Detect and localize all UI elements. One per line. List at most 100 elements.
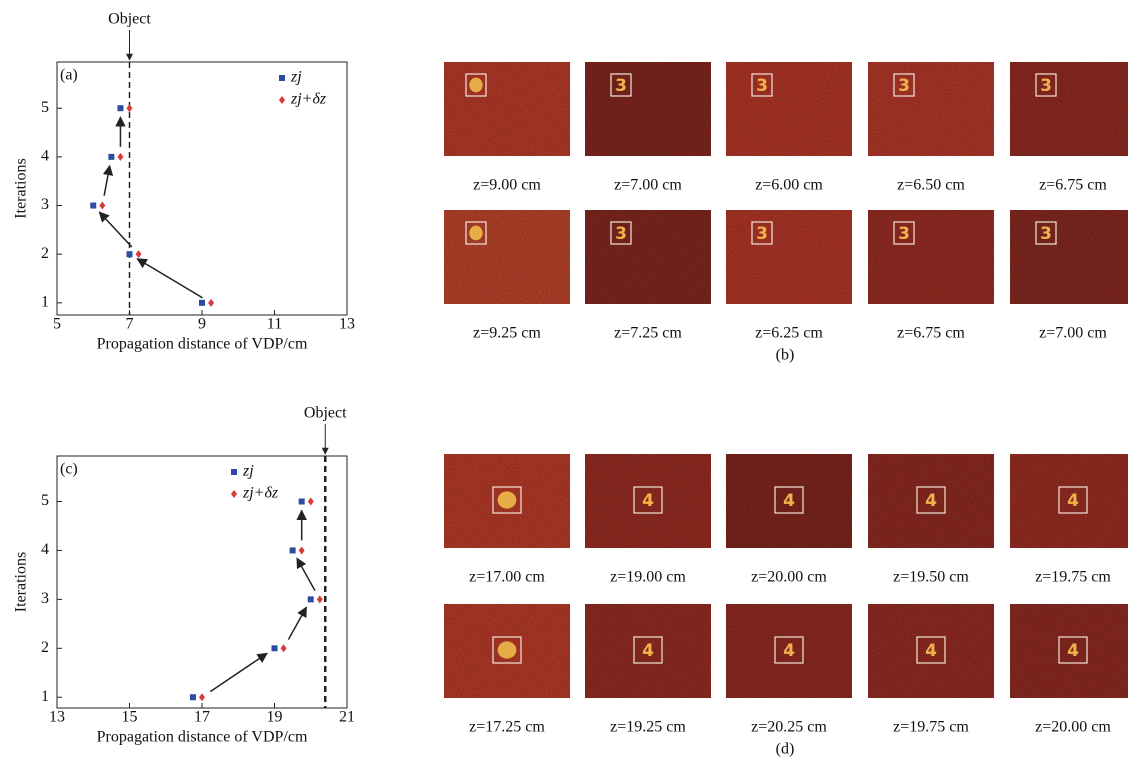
- x-tick-label: 19: [267, 709, 283, 726]
- image-grain: [585, 604, 711, 698]
- image-caption: z=17.00 cm: [469, 569, 545, 586]
- data-point: [126, 251, 133, 258]
- image-grain: [868, 454, 994, 548]
- image-blob: [469, 77, 483, 93]
- legend-label: zj+δz: [290, 91, 327, 108]
- target-box: [633, 636, 663, 664]
- data-point: [280, 644, 287, 653]
- image-caption: z=19.25 cm: [610, 719, 686, 736]
- x-tick-label: 11: [267, 316, 282, 333]
- data-point: [199, 693, 205, 702]
- image-digit: 4: [925, 491, 937, 511]
- image-digit: 4: [642, 641, 654, 661]
- target-box: [893, 73, 915, 97]
- data-point: [117, 152, 124, 161]
- image-grain: [1010, 604, 1128, 698]
- panel-label: (d): [776, 741, 795, 758]
- data-point: [90, 202, 97, 209]
- y-tick-label: 3: [41, 590, 49, 607]
- image-digit: 4: [783, 491, 795, 511]
- target-box: [751, 221, 773, 245]
- object-annotation: Object: [108, 11, 151, 28]
- image-grain: [444, 210, 570, 304]
- image-caption: z=20.00 cm: [751, 569, 827, 586]
- image-grain: [1010, 454, 1128, 548]
- image-grain: [868, 210, 994, 304]
- image-grain: [585, 62, 711, 156]
- data-point: [208, 298, 215, 307]
- image-caption: z=6.75 cm: [1039, 177, 1107, 194]
- target-box: [1058, 486, 1088, 514]
- image-digit: 4: [1067, 641, 1079, 661]
- panel-label: (b): [776, 347, 795, 364]
- image-caption: z=6.75 cm: [897, 325, 965, 342]
- image-blob: [469, 225, 483, 241]
- y-tick-label: 1: [41, 294, 49, 311]
- image-digit: 4: [642, 491, 654, 511]
- x-tick-label: 13: [339, 316, 355, 333]
- data-point: [126, 104, 133, 113]
- image-caption: z=17.25 cm: [469, 719, 545, 736]
- legend-label: zj: [290, 69, 302, 86]
- target-box: [633, 486, 663, 514]
- iteration-arrow: [287, 606, 308, 640]
- image-grain: [585, 210, 711, 304]
- image-grain: [444, 62, 570, 156]
- data-point: [99, 201, 106, 210]
- target-box: [610, 73, 632, 97]
- legend-marker: [279, 75, 285, 81]
- x-tick-label: 5: [53, 316, 61, 333]
- image-digit: 4: [1067, 491, 1079, 511]
- image-digit: 3: [898, 224, 910, 244]
- y-tick-label: 5: [41, 99, 49, 116]
- image-blob: [497, 641, 517, 659]
- target-box: [774, 636, 804, 664]
- image-caption: z=6.00 cm: [755, 177, 823, 194]
- image-grain: [726, 604, 852, 698]
- panel-label: (a): [60, 67, 78, 84]
- data-point: [108, 153, 115, 160]
- x-tick-label: 7: [126, 316, 134, 333]
- data-point: [307, 596, 314, 603]
- target-box: [1035, 73, 1057, 97]
- y-tick-label: 3: [41, 196, 49, 213]
- iteration-arrow: [296, 557, 316, 591]
- image-digit: 3: [1040, 76, 1052, 96]
- image-digit: 3: [1040, 224, 1052, 244]
- y-axis-label: Iterations: [13, 552, 30, 612]
- image-caption: z=7.00 cm: [614, 177, 682, 194]
- x-tick-label: 13: [49, 709, 65, 726]
- legend-marker: [279, 96, 285, 104]
- y-tick-label: 2: [41, 245, 49, 262]
- iteration-arrow: [102, 164, 114, 196]
- image-digit: 3: [756, 224, 768, 244]
- target-box: [1058, 636, 1088, 664]
- y-tick-label: 5: [41, 492, 49, 509]
- image-grain: [1010, 62, 1128, 156]
- image-grain: [726, 62, 852, 156]
- data-point: [298, 498, 305, 505]
- image-digit: 3: [615, 224, 627, 244]
- iteration-arrow: [98, 211, 133, 248]
- image-blob: [497, 491, 517, 509]
- target-box: [465, 73, 487, 97]
- target-box: [774, 486, 804, 514]
- image-digit: 3: [615, 76, 627, 96]
- image-digit: 4: [783, 641, 795, 661]
- image-caption: z=19.00 cm: [610, 569, 686, 586]
- data-point: [289, 547, 296, 554]
- legend-label: zj: [242, 463, 254, 480]
- target-box: [893, 221, 915, 245]
- x-axis-label: Propagation distance of VDP/cm: [97, 336, 308, 353]
- image-caption: z=9.25 cm: [473, 325, 541, 342]
- image-grain: [868, 62, 994, 156]
- target-box: [492, 636, 522, 664]
- data-point: [316, 595, 323, 604]
- image-caption: z=9.00 cm: [473, 177, 541, 194]
- x-tick-label: 9: [198, 316, 206, 333]
- image-caption: z=20.25 cm: [751, 719, 827, 736]
- panel-label: (c): [60, 461, 78, 478]
- target-box: [751, 73, 773, 97]
- target-box: [492, 486, 522, 514]
